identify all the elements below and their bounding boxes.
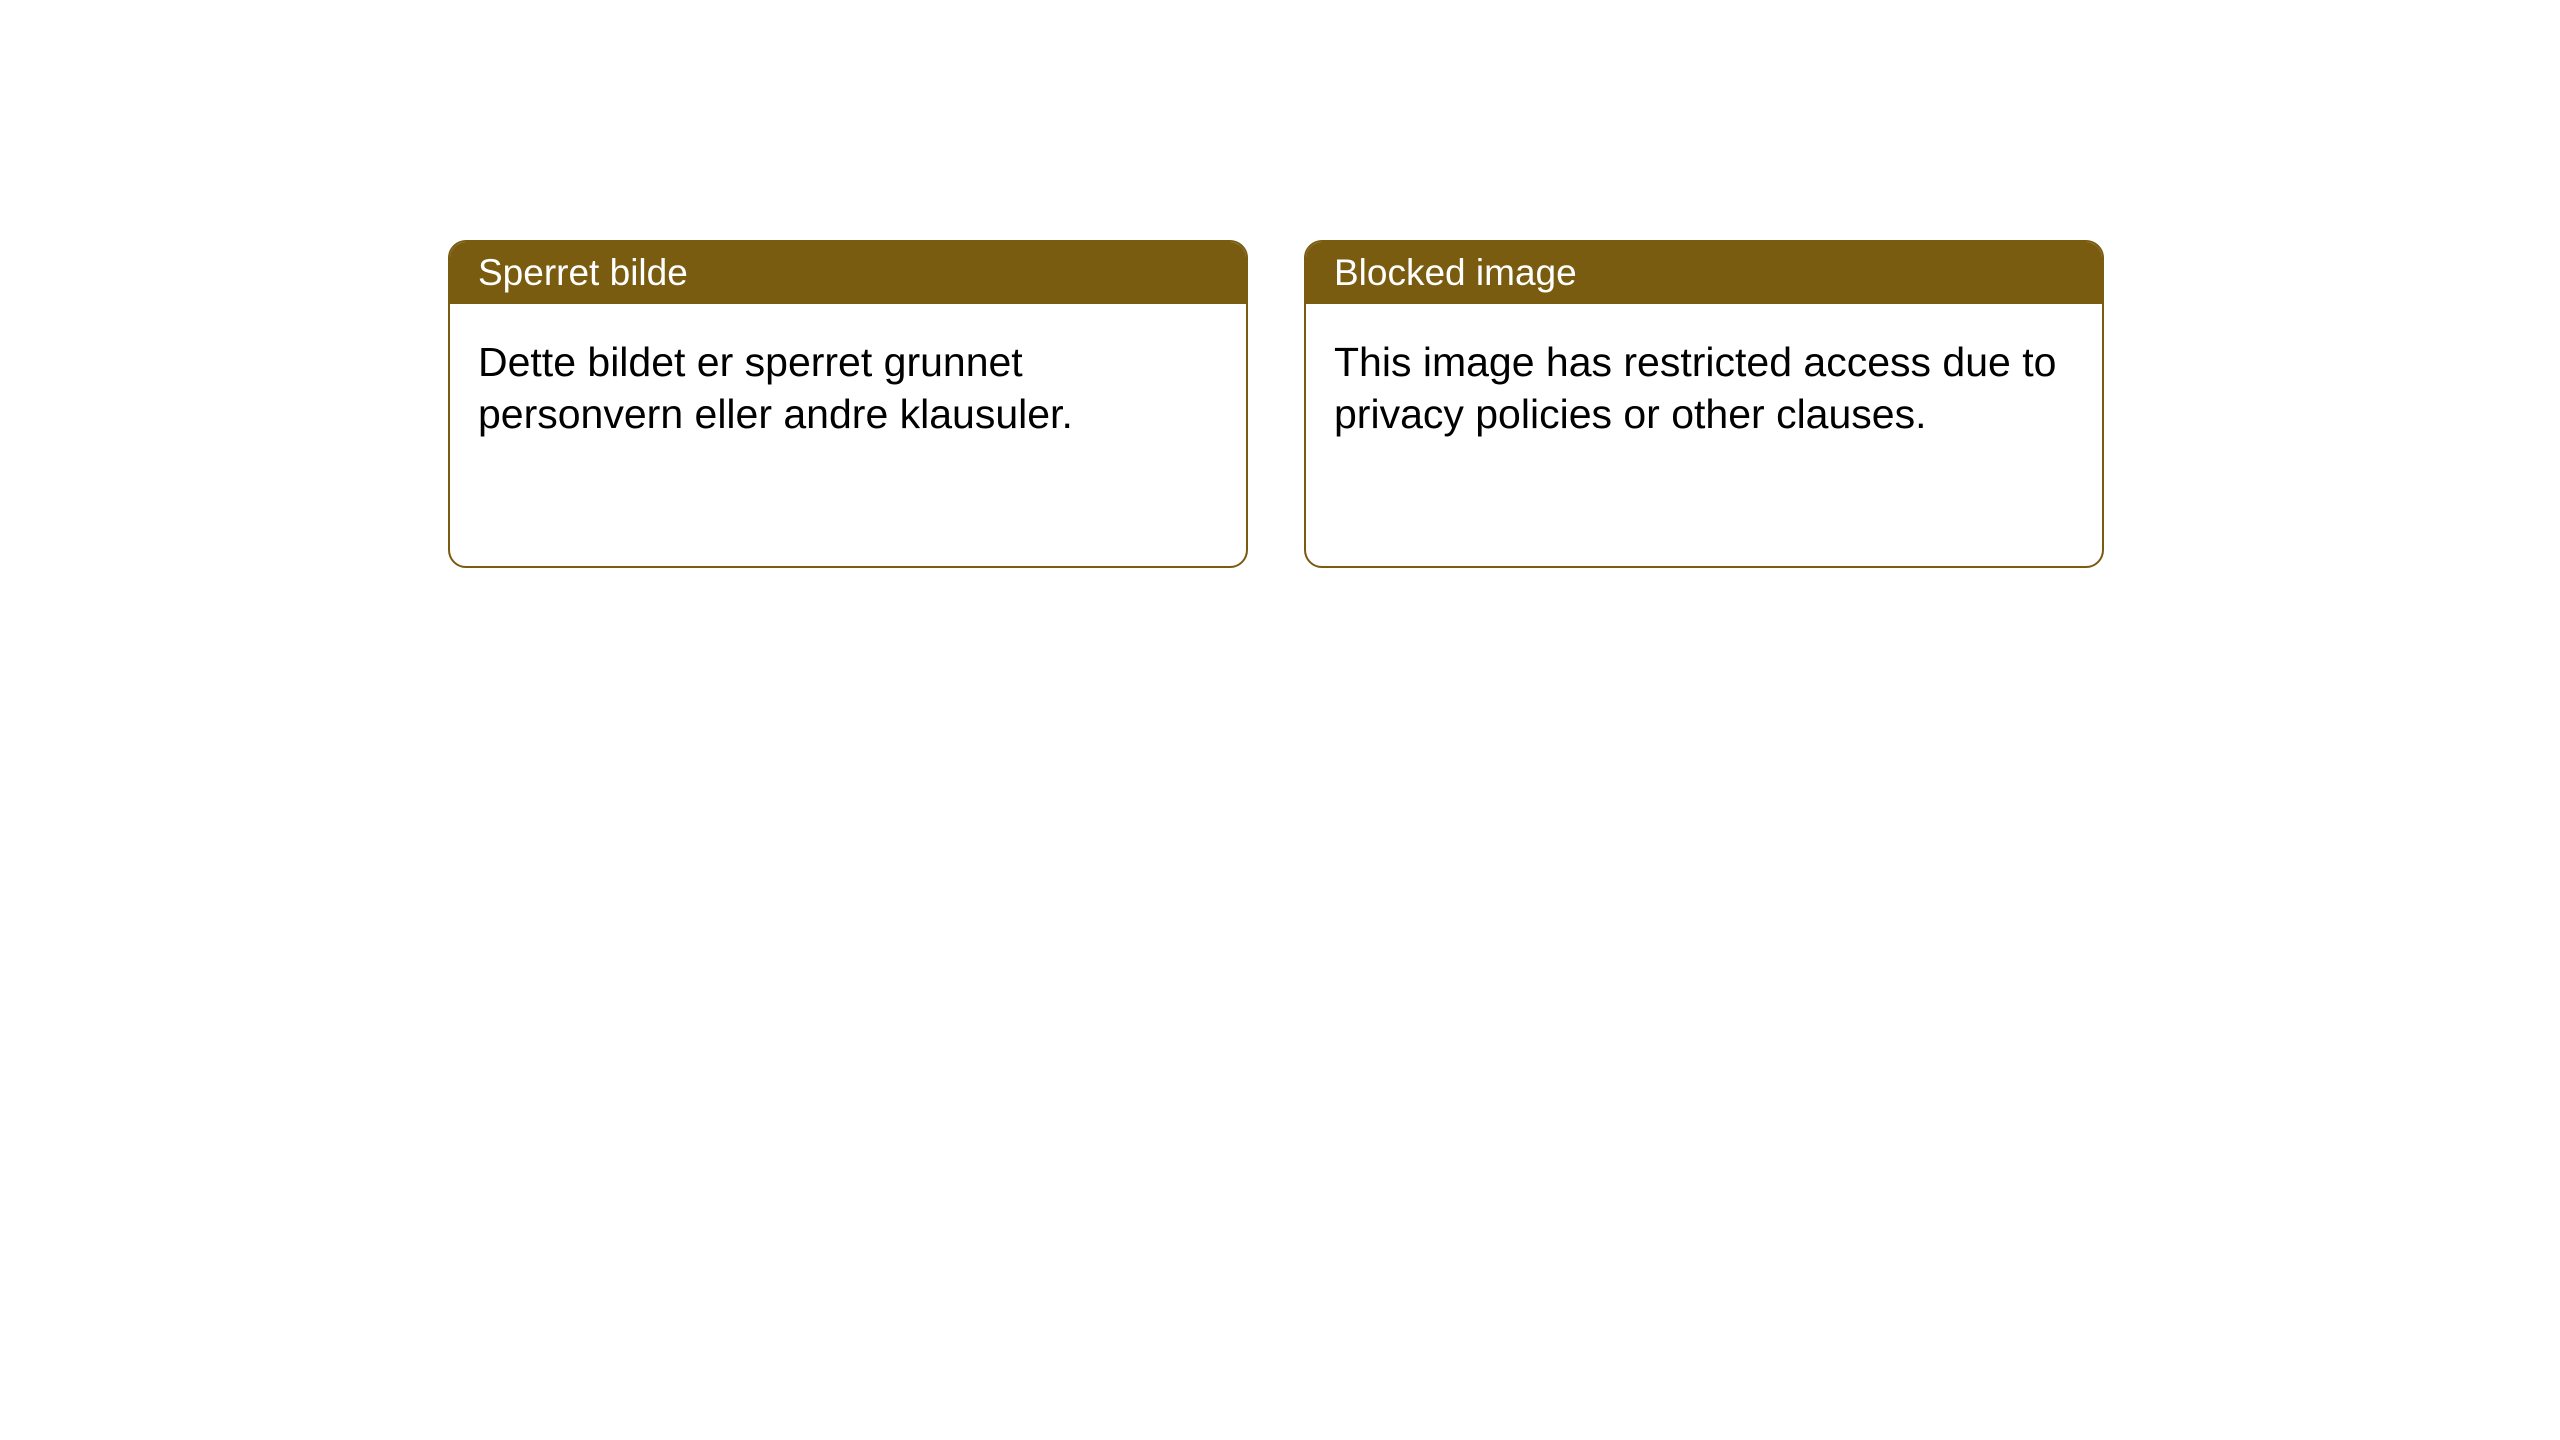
notice-header: Sperret bilde [450, 242, 1246, 304]
notice-title: Sperret bilde [478, 252, 688, 293]
notice-container: Sperret bilde Dette bildet er sperret gr… [448, 240, 2104, 568]
notice-header: Blocked image [1306, 242, 2102, 304]
notice-card-english: Blocked image This image has restricted … [1304, 240, 2104, 568]
notice-title: Blocked image [1334, 252, 1577, 293]
notice-body: Dette bildet er sperret grunnet personve… [450, 304, 1246, 566]
notice-card-norwegian: Sperret bilde Dette bildet er sperret gr… [448, 240, 1248, 568]
notice-body-text: This image has restricted access due to … [1334, 339, 2056, 437]
notice-body-text: Dette bildet er sperret grunnet personve… [478, 339, 1073, 437]
notice-body: This image has restricted access due to … [1306, 304, 2102, 566]
